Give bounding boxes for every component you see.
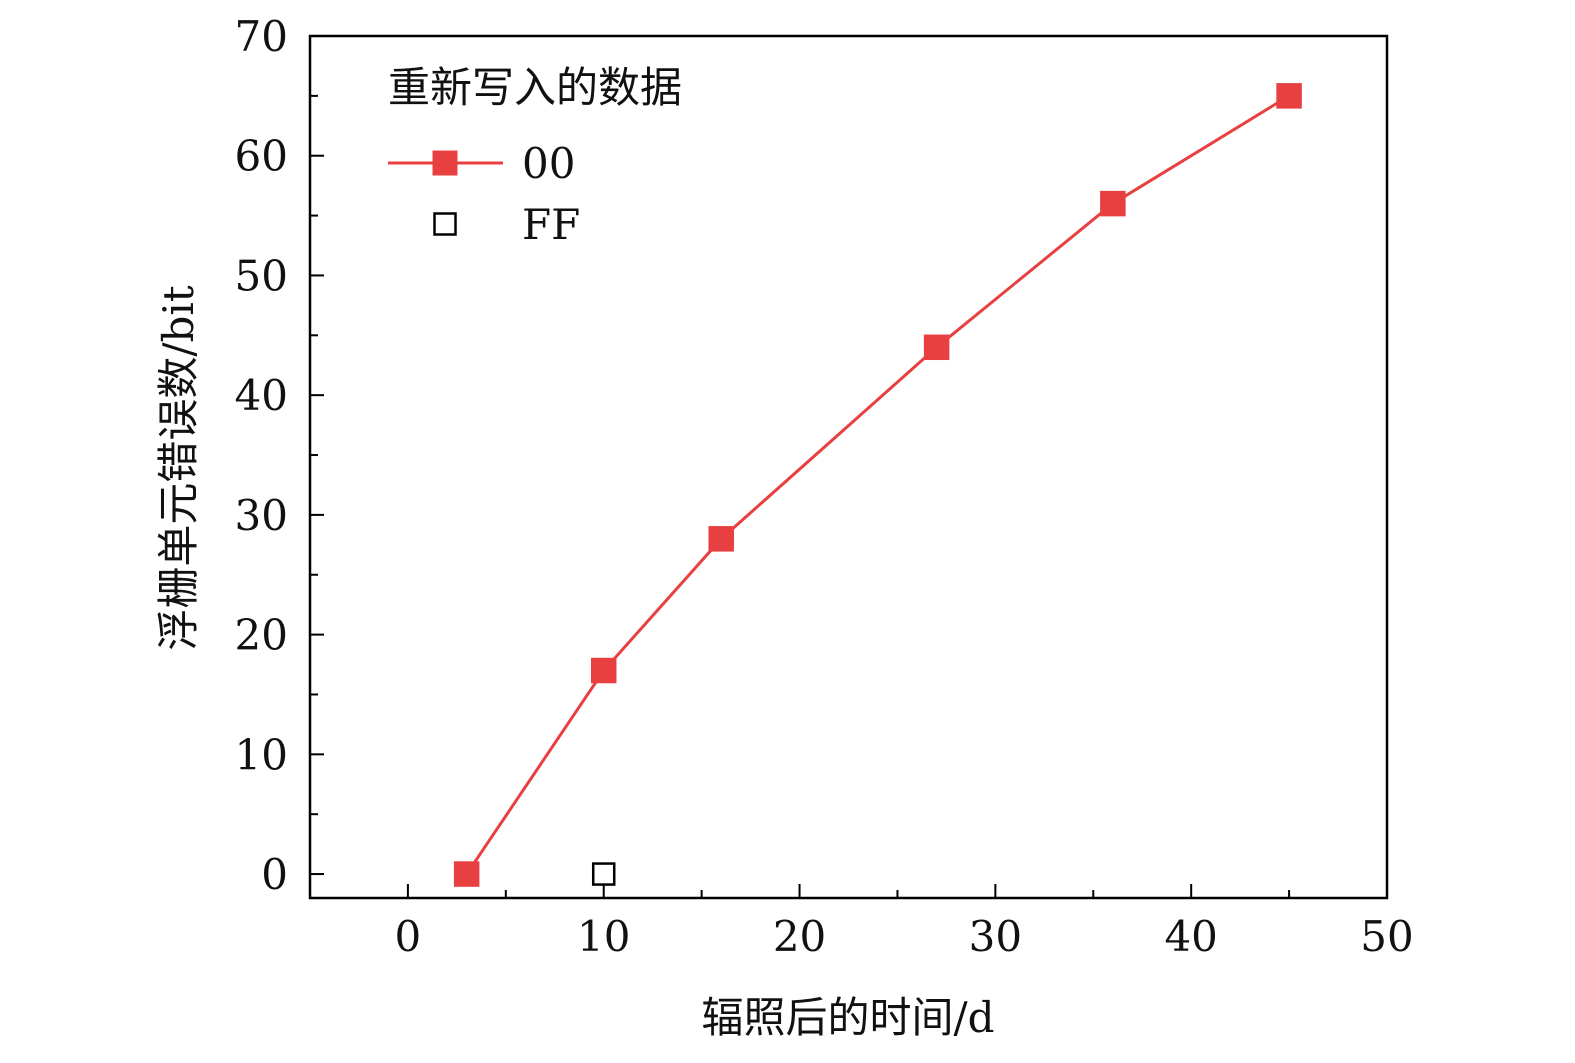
- series-00-line: [465, 94, 1290, 875]
- y-tick-label-70: 70: [235, 12, 288, 61]
- series-00-point: [708, 526, 734, 552]
- series-00-point: [923, 334, 950, 361]
- series-layer: [453, 83, 1302, 887]
- x-tick-label-10: 10: [577, 912, 630, 961]
- x-tick-label-40: 40: [1164, 912, 1217, 961]
- y-tick-label-30: 30: [235, 491, 288, 540]
- series-00-point: [1276, 83, 1302, 109]
- legend-title: 重新写入的数据: [388, 63, 682, 112]
- x-tick-label-0: 0: [395, 912, 422, 961]
- y-tick-label-20: 20: [235, 611, 288, 660]
- y-tick-label-40: 40: [235, 371, 288, 420]
- y-tick-label-60: 60: [235, 132, 288, 181]
- series-00-point: [590, 657, 617, 684]
- series-00-point: [453, 861, 480, 887]
- legend-00-label: 00: [522, 139, 575, 188]
- axes: 0 10 20 30 40 50 0 10 20 30 40 50 60 70: [235, 12, 1414, 961]
- legend-FF-label: FF: [522, 200, 580, 249]
- legend-00-marker: [432, 150, 458, 176]
- x-tick-label-30: 30: [969, 912, 1022, 961]
- plot-frame: [308, 34, 1389, 900]
- y-tick-label-10: 10: [235, 730, 288, 779]
- legend-FF-marker: [433, 212, 457, 236]
- y-tick-label-0: 0: [261, 850, 288, 899]
- legend: 重新写入的数据 00 FF: [388, 63, 682, 249]
- series-FF-point: [591, 862, 616, 886]
- x-axis-title: 辐照后的时间/d: [701, 993, 994, 1042]
- y-tick-label-50: 50: [235, 251, 288, 300]
- series-00-point: [1100, 190, 1126, 217]
- x-tick-label-50: 50: [1360, 912, 1413, 961]
- x-tick-label-20: 20: [773, 912, 826, 961]
- y-axis-title: 浮栅单元错误数/bit: [154, 285, 203, 650]
